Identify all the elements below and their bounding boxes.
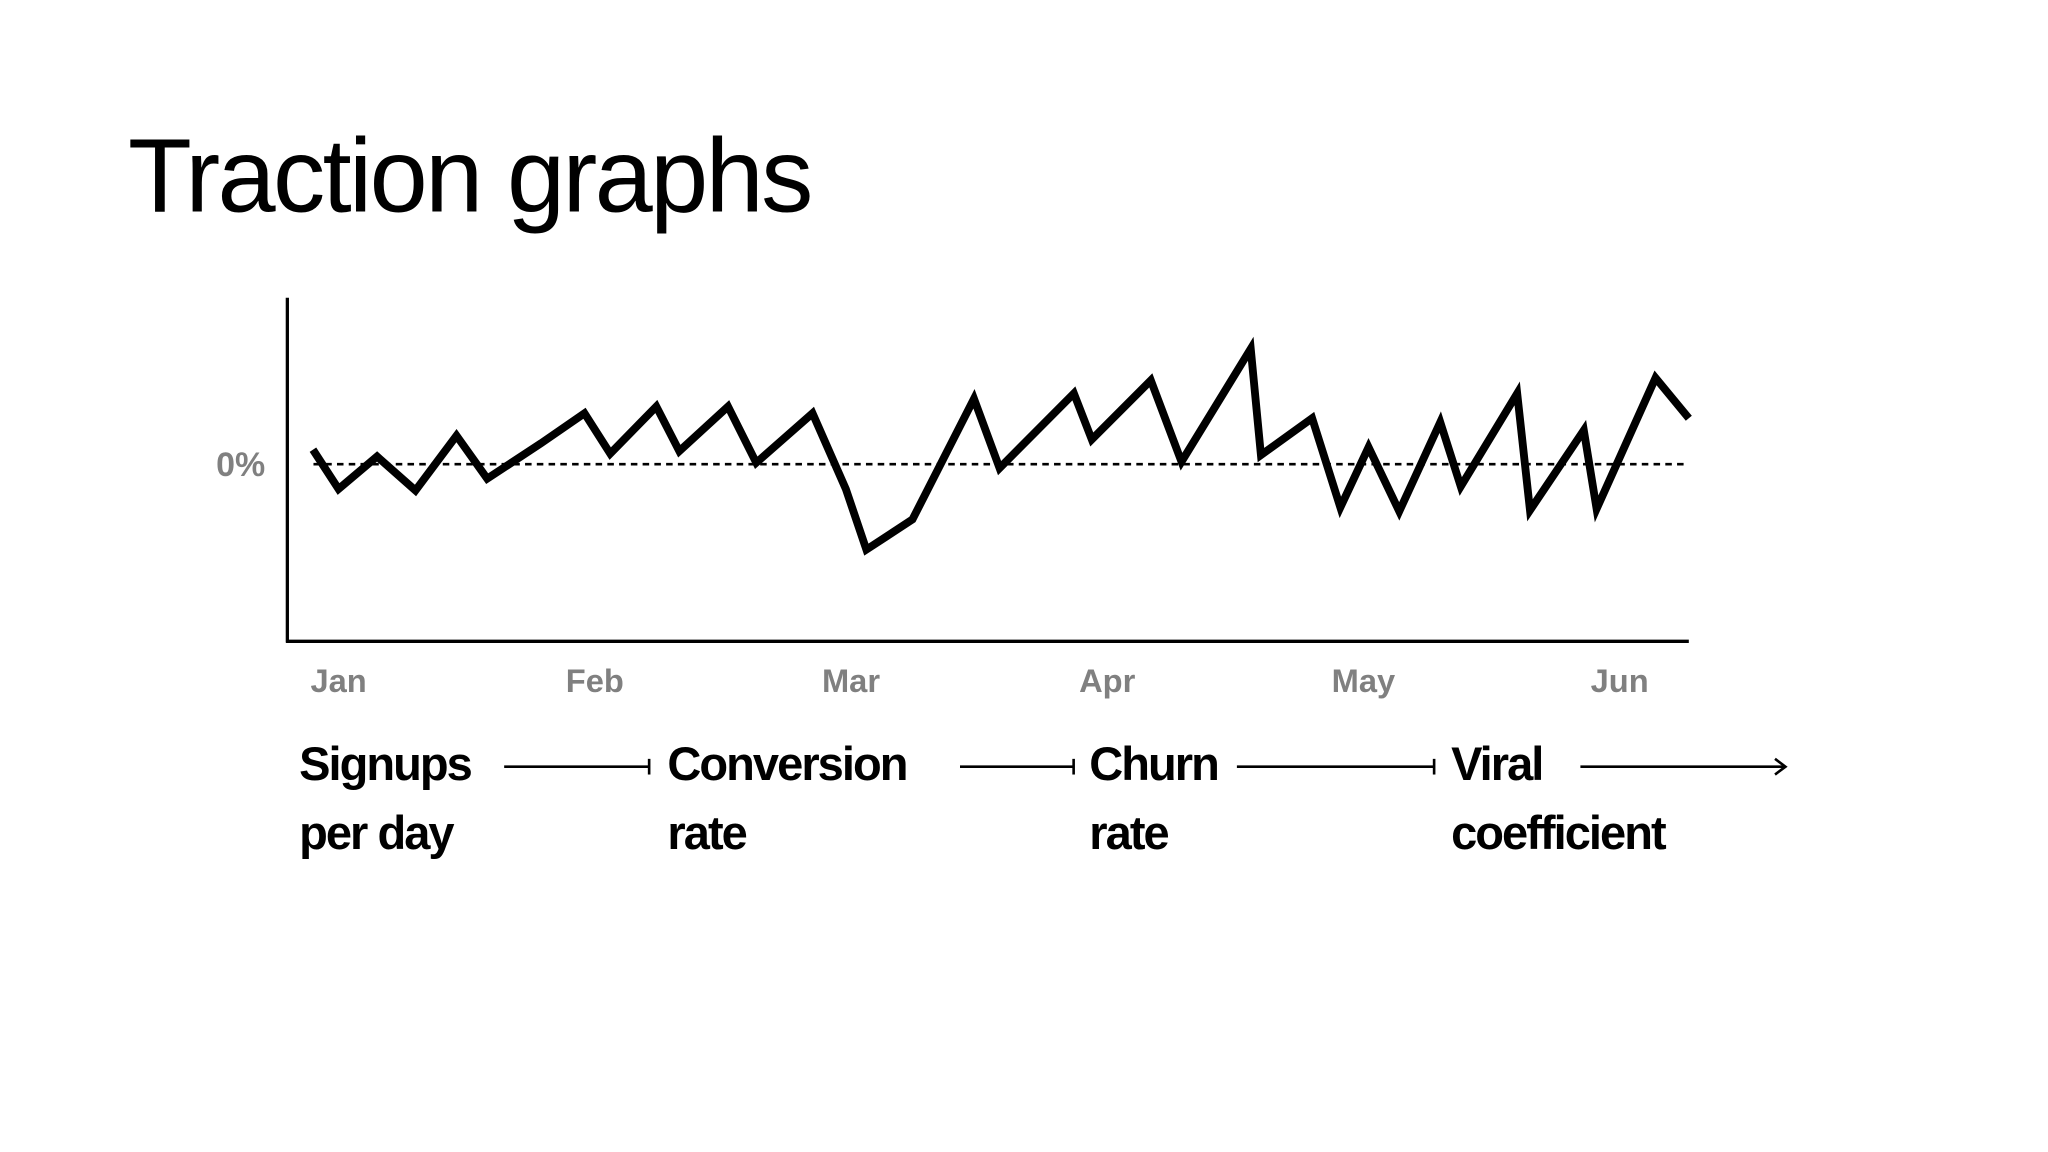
flow-label: per day xyxy=(299,806,454,859)
slide-title: Traction graphs xyxy=(128,118,811,235)
x-tick-label: Jun xyxy=(1591,662,1649,699)
flow-label: rate xyxy=(1089,806,1168,859)
flow-label: Conversion xyxy=(667,737,906,790)
x-tick-label: Mar xyxy=(822,662,880,699)
x-tick-label: Feb xyxy=(566,662,624,699)
arrow-head xyxy=(1774,757,1788,776)
axes xyxy=(285,297,1689,643)
flow-label: Signups xyxy=(299,737,472,790)
x-tick-label: May xyxy=(1332,662,1396,699)
flow-label: coefficient xyxy=(1451,806,1667,859)
flow-label: rate xyxy=(667,806,746,859)
flow-arrows xyxy=(504,757,1788,776)
x-tick-label: Apr xyxy=(1079,662,1136,699)
x-tick-label: Jan xyxy=(310,662,366,699)
line xyxy=(309,336,1692,556)
flow-label: Viral xyxy=(1451,737,1542,790)
y-tick-label: 0% xyxy=(216,446,265,484)
flow-label: Churn xyxy=(1089,737,1218,790)
